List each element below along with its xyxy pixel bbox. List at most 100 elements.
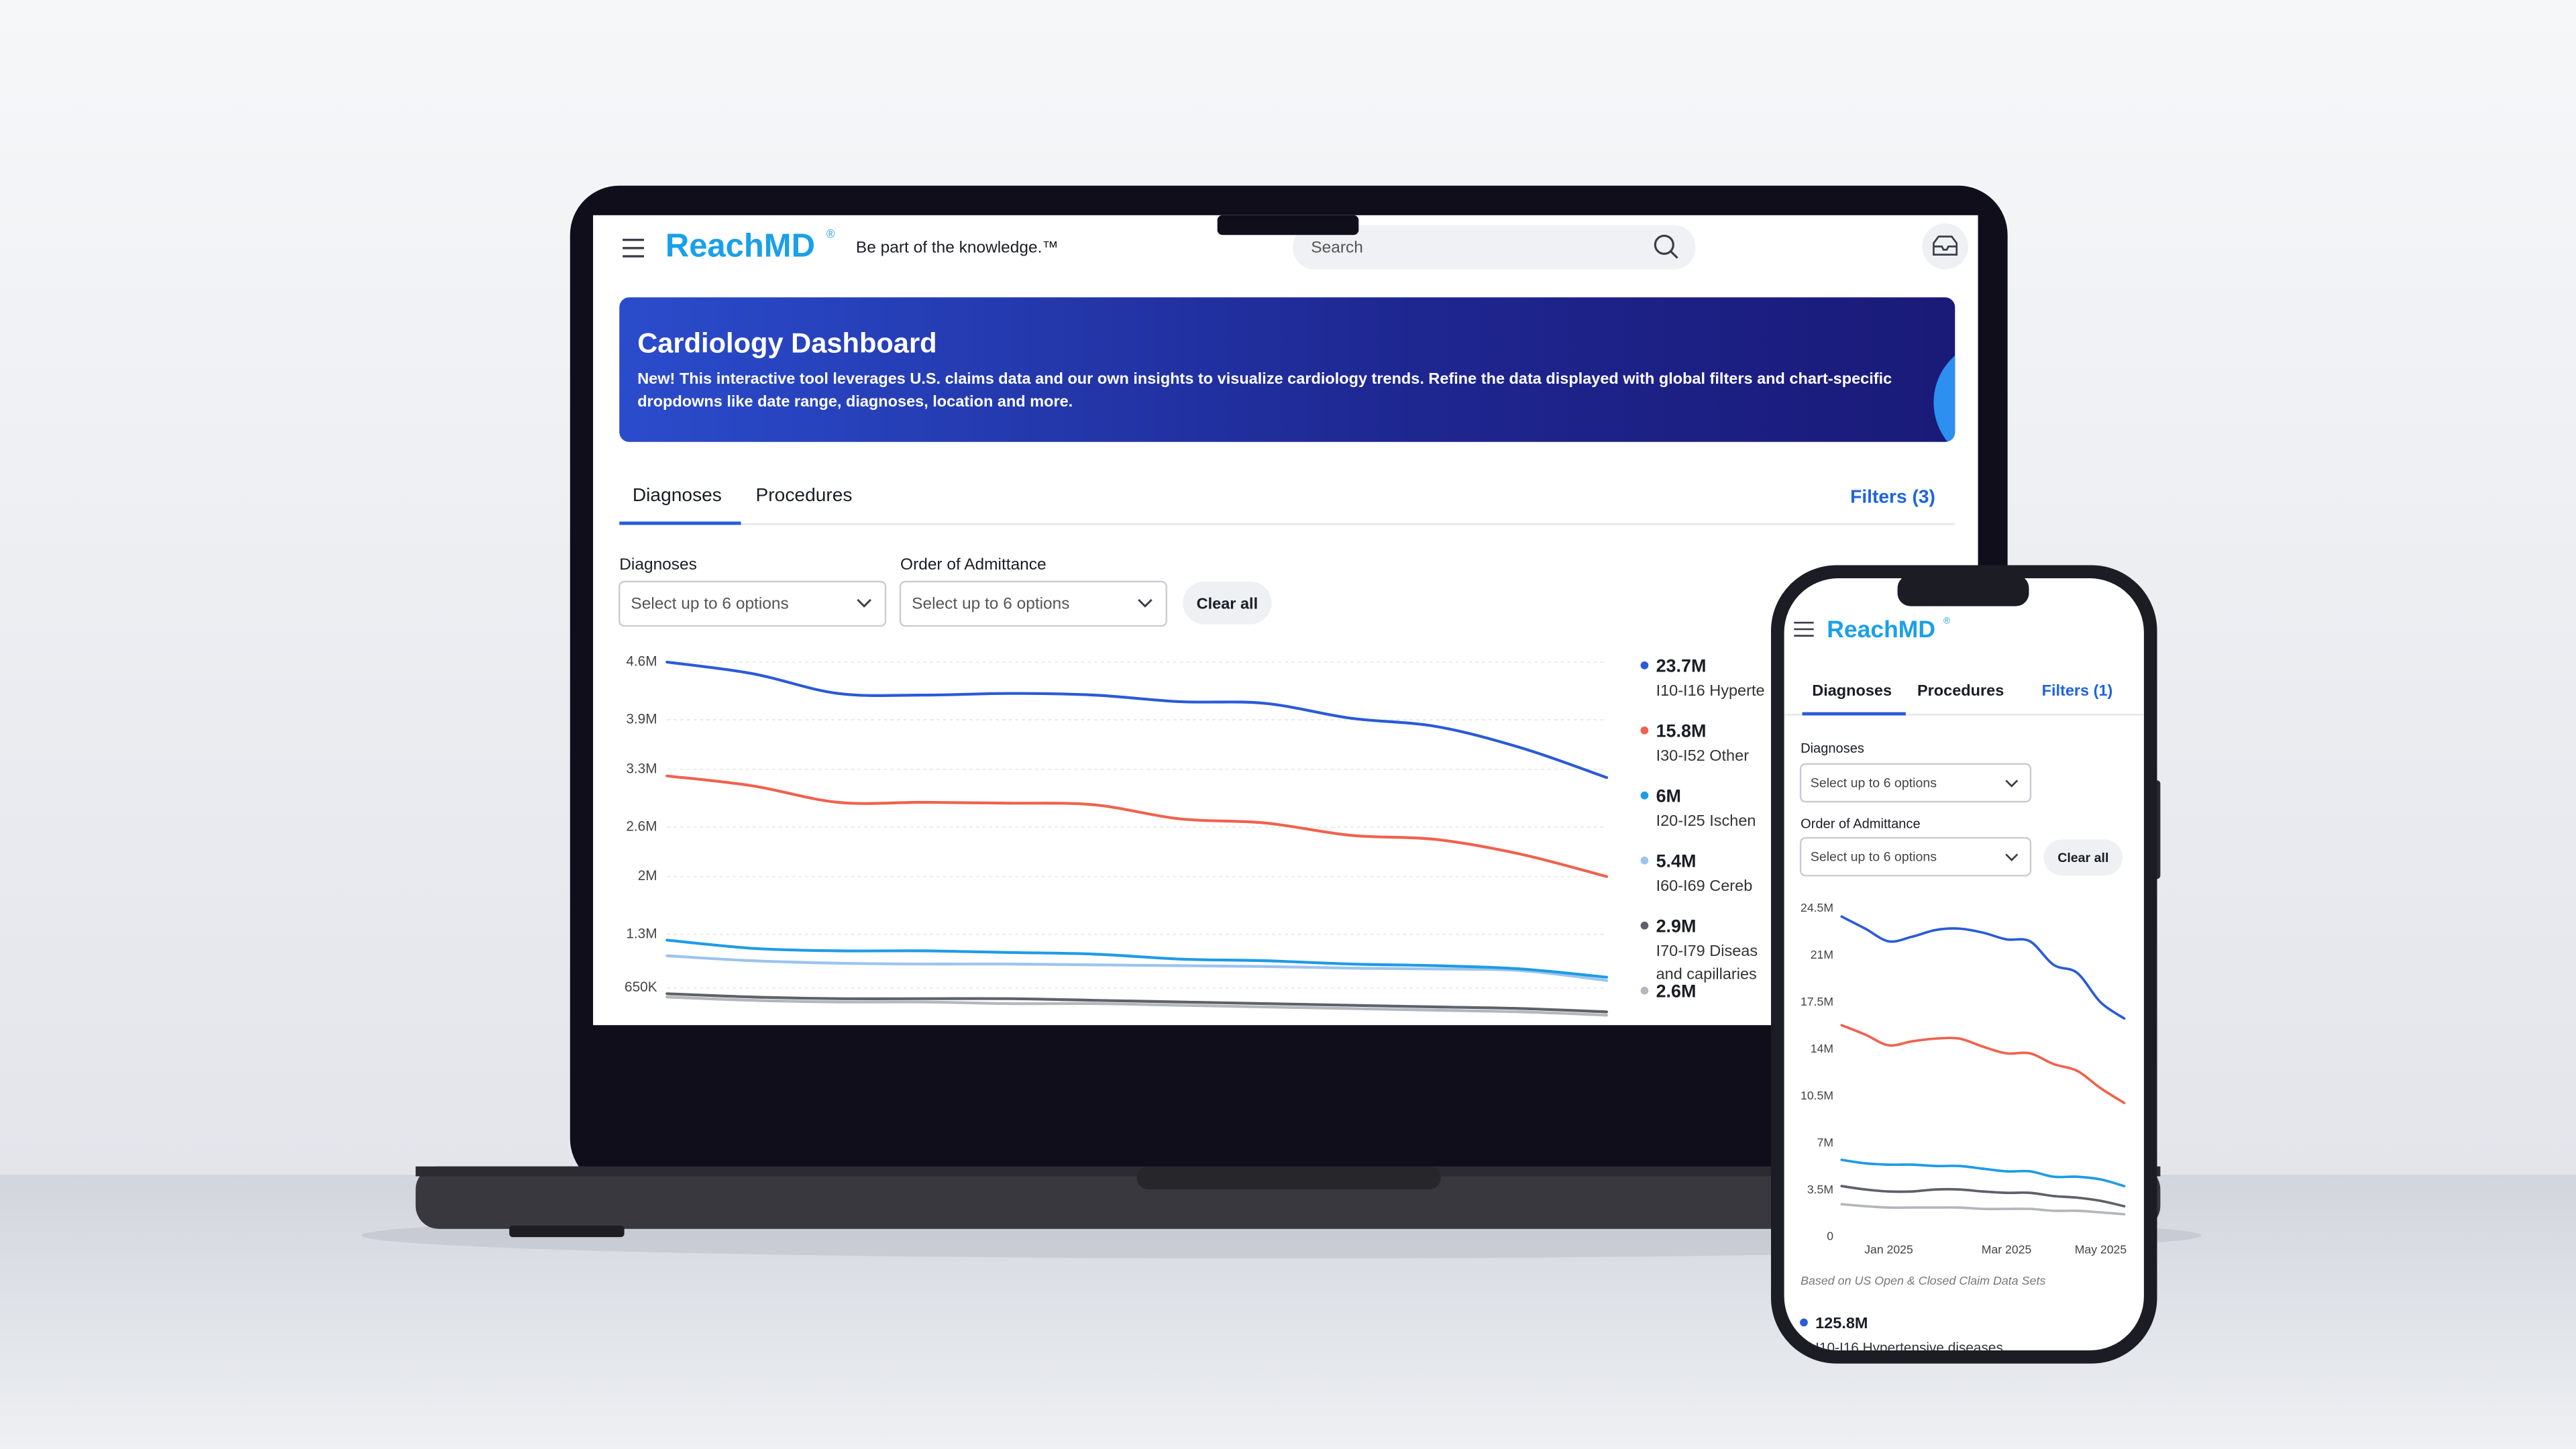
- x-tick-label: May 2025: [2075, 1242, 2127, 1256]
- select[interactable]: [619, 580, 887, 627]
- logo-mark: ®: [1943, 615, 1950, 625]
- logo[interactable]: ReachMD: [665, 228, 815, 264]
- phone-chart: 0 3.5M 7M 10.5M 14M 17.5M 21M 24.5M Jan 2025 Mar …: [1800, 901, 2127, 1356]
- legend-total: 15.8M: [1656, 720, 1707, 741]
- select-placeholder: Select up to 6 options: [1811, 850, 1937, 865]
- search-placeholder: Search: [1311, 238, 1363, 256]
- y-tick-label: 7M: [1817, 1136, 1833, 1149]
- control-label: Order of Admittance: [900, 555, 1046, 574]
- y-tick-label: 3.9M: [626, 712, 657, 727]
- search-icon[interactable]: [1654, 234, 1678, 259]
- camera-notch: [1217, 215, 1359, 235]
- legend-total: 5.4M: [1656, 851, 1697, 871]
- legend-name: I10-I16 Hyperte: [1656, 682, 1765, 699]
- legend-name: I30-I52 Other: [1656, 747, 1750, 764]
- clear-label: Clear all: [2057, 851, 2108, 865]
- laptop-content: ReachMD ® Be part of the knowledge.™ Sea…: [619, 215, 1968, 1017]
- banner-title: Cardiology Dashboard: [637, 327, 936, 358]
- y-tick-label: 10.5M: [1801, 1089, 1833, 1102]
- x-tick-label: Jan 2025: [1864, 1242, 1913, 1256]
- series-line: [665, 938, 1609, 979]
- y-tick-label: 14M: [1811, 1042, 1833, 1055]
- tab[interactable]: Diagnoses: [633, 484, 722, 505]
- y-tick-label: 3.5M: [1807, 1183, 1833, 1196]
- legend-swatch: [1800, 1318, 1808, 1327]
- logo-mark: ®: [826, 227, 835, 241]
- filters-button[interactable]: Filters (1): [2042, 682, 2113, 699]
- series-line: [665, 774, 1609, 878]
- y-tick-label: 3.3M: [626, 761, 657, 776]
- chevron: [1138, 598, 1152, 608]
- laptop-foot: [509, 1225, 625, 1238]
- filters-button[interactable]: Filters (3): [1850, 486, 1935, 506]
- legend-total: 23.7M: [1656, 655, 1707, 676]
- chevron: [857, 598, 871, 608]
- series-line: [665, 660, 1609, 780]
- clear-button[interactable]: [2043, 839, 2123, 876]
- select[interactable]: [1799, 763, 2032, 803]
- legend-name: I20-I25 Ischen: [1656, 812, 1756, 829]
- inbox-icon: [1933, 235, 1958, 256]
- legend-total: 2.9M: [1656, 916, 1697, 936]
- select[interactable]: [1799, 837, 2032, 877]
- series-line: [1840, 1024, 2126, 1105]
- tab[interactable]: Procedures: [756, 484, 853, 505]
- legend-name: I10-I16 Hypertensive diseases: [1815, 1340, 2003, 1356]
- series-line: [665, 992, 1609, 1014]
- series-line: [1840, 915, 2126, 1020]
- y-tick-label: 2.6M: [626, 818, 657, 834]
- y-tick-label: 2M: [638, 868, 657, 883]
- y-tick-label: 24.5M: [1801, 901, 1833, 914]
- phone-content: ReachMD ® Diagnoses Procedures Filters (…: [1784, 578, 2144, 1356]
- logo[interactable]: ReachMD: [1827, 616, 1935, 643]
- series-line: [665, 954, 1609, 982]
- banner: [619, 297, 1955, 442]
- select-placeholder: Select up to 6 options: [631, 595, 788, 613]
- inbox-button[interactable]: [1922, 223, 1968, 270]
- x-tick-label: Mar 2025: [1982, 1242, 2032, 1256]
- menu-icon[interactable]: [1794, 621, 1814, 637]
- y-tick-label: 1.3M: [626, 926, 657, 941]
- legend-swatch: [1640, 791, 1649, 800]
- series-line: [1840, 1159, 2126, 1187]
- clear-label: Clear all: [1197, 594, 1258, 612]
- footnote: Based on US Open & Closed Claim Data Set…: [1801, 1274, 2045, 1287]
- select[interactable]: [899, 580, 1168, 627]
- control-label: Diagnoses: [1801, 741, 1864, 756]
- series-line: [1840, 1203, 2126, 1216]
- series-line: [665, 996, 1609, 1017]
- y-tick-label: 0: [1827, 1230, 1833, 1243]
- clear-button[interactable]: [1183, 581, 1272, 625]
- legend-swatch: [1640, 921, 1649, 930]
- legend-swatch: [1640, 986, 1649, 995]
- y-tick-label: 21M: [1811, 948, 1833, 961]
- laptop: ReachMD ® Be part of the knowledge.™ Sea…: [415, 185, 2161, 1238]
- laptop-chart: 650K 1.3M 2M 2.6M 3.3M 3.9M 4.6M 23.7M I10-I16 H…: [625, 653, 1765, 1017]
- laptop-base: [415, 1166, 2161, 1229]
- chevron: [2005, 780, 2019, 788]
- legend-swatch: [1640, 661, 1649, 669]
- control-label: Order of Admittance: [1801, 817, 1921, 832]
- banner-text: dropdowns like date range, diagnoses, lo…: [637, 392, 1073, 410]
- tab[interactable]: Procedures: [1917, 682, 2004, 699]
- phone: ReachMD ® Diagnoses Procedures Filters (…: [1771, 565, 2161, 1364]
- series-line: [1840, 1185, 2126, 1208]
- legend-swatch: [1640, 726, 1649, 735]
- y-tick-label: 650K: [625, 979, 657, 995]
- legend-total: 125.8M: [1815, 1314, 1868, 1332]
- search-box[interactable]: [1293, 225, 1696, 270]
- y-tick-label: 17.5M: [1801, 995, 1833, 1008]
- chevron: [2005, 853, 2019, 861]
- legend-name: I70-I79 Diseas: [1656, 942, 1758, 959]
- legend-swatch: [1640, 856, 1649, 865]
- menu-icon[interactable]: [623, 238, 644, 258]
- y-tick-label: 4.6M: [626, 653, 657, 669]
- legend-name: and capillaries: [1656, 965, 1757, 982]
- banner-text: New! This interactive tool leverages U.S…: [637, 370, 1892, 387]
- legend-name: I60-I69 Cereb: [1656, 877, 1753, 894]
- legend-total: 6M: [1656, 786, 1681, 806]
- select-placeholder: Select up to 6 options: [912, 595, 1069, 613]
- tab[interactable]: Diagnoses: [1812, 682, 1892, 699]
